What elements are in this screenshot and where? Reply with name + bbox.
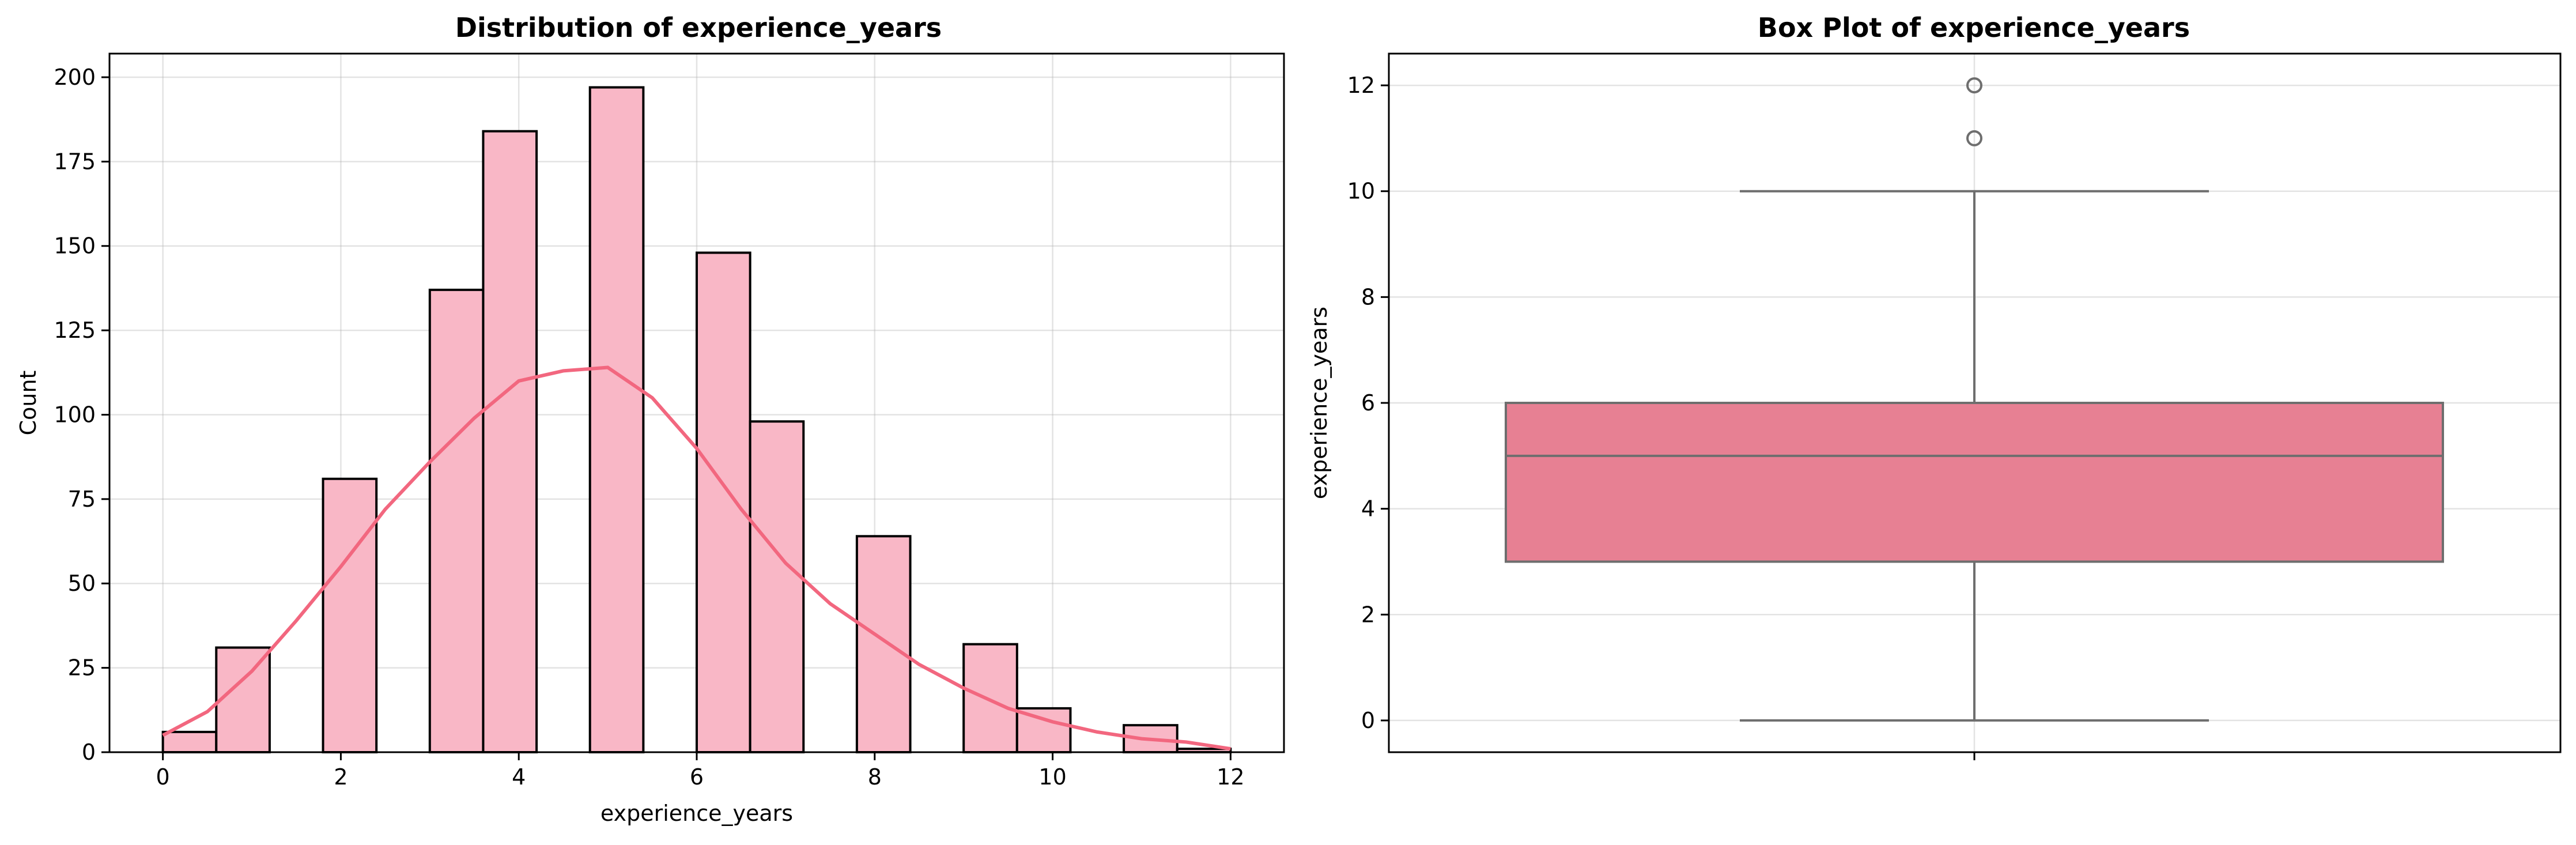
histogram-x-ticks: 0 2 4 6 8 10 12	[156, 752, 1245, 790]
histogram-bar	[161, 730, 218, 753]
histogram-bar	[215, 646, 271, 754]
histogram-bar	[322, 477, 378, 753]
histogram-bar	[588, 86, 645, 753]
x-tick-label: 8	[868, 764, 882, 790]
boxplot-marks	[1505, 77, 2444, 722]
y-tick-label: 0	[82, 740, 96, 765]
y-tick-label: 200	[54, 65, 96, 90]
boxplot-title: Box Plot of experience_years	[1758, 12, 2190, 43]
y-tick-label: 2	[1361, 602, 1375, 627]
y-tick-label: 0	[1361, 708, 1375, 733]
x-tick-label: 12	[1217, 764, 1244, 790]
outlier-point	[1966, 130, 1982, 146]
y-tick-label: 12	[1347, 73, 1375, 98]
y-tick-label: 175	[54, 149, 96, 174]
y-tick-label: 50	[68, 571, 96, 596]
histogram-bar	[855, 535, 912, 754]
x-tick-label: 6	[690, 764, 704, 790]
histogram-bar	[1015, 707, 1072, 753]
histogram-bar	[428, 288, 485, 753]
histogram-bar	[962, 643, 1018, 754]
y-tick-label: 75	[68, 486, 96, 512]
histogram-bar	[749, 420, 805, 753]
iqr-box	[1505, 402, 2444, 563]
y-tick-label: 150	[54, 233, 96, 259]
y-tick-label: 10	[1347, 179, 1375, 204]
outlier-point	[1966, 77, 1982, 94]
boxplot-panel: Box Plot of experience_years 0 2 4 6 8 10 12 e…	[1306, 12, 2562, 760]
y-tick-label: 125	[54, 318, 96, 343]
histogram-panel: Distribution of experience_years 0 2 4 6 8 10…	[16, 12, 1285, 826]
y-tick-label: 100	[54, 402, 96, 427]
histogram-bars	[161, 86, 1232, 754]
x-tick-label: 4	[512, 764, 526, 790]
histogram-x-axis-label: experience_years	[600, 801, 793, 826]
histogram-bar	[696, 251, 751, 753]
x-tick-label: 10	[1038, 764, 1066, 790]
y-tick-label: 4	[1361, 496, 1375, 522]
boxplot-y-ticks: 0 2 4 6 8 10 12	[1347, 73, 1389, 733]
x-tick-label: 0	[156, 764, 170, 790]
y-tick-label: 8	[1361, 284, 1375, 310]
histogram-title: Distribution of experience_years	[455, 12, 942, 43]
y-tick-label: 6	[1361, 390, 1375, 416]
boxplot-y-axis-label: experience_years	[1306, 307, 1332, 499]
histogram-y-axis-label: Count	[16, 371, 41, 436]
histogram-y-ticks: 0 25 50 75 100 125 150 175 200	[54, 65, 109, 765]
y-tick-label: 25	[68, 655, 96, 681]
kde-curve	[162, 365, 1231, 751]
histogram-bar	[482, 130, 538, 754]
x-tick-label: 2	[334, 764, 348, 790]
